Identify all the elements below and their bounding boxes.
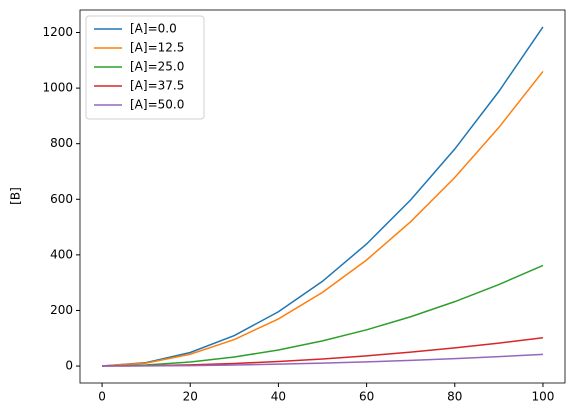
line-series bbox=[101, 70, 544, 367]
line-series bbox=[101, 26, 544, 367]
x-tick-label: 0 bbox=[98, 390, 106, 404]
legend-label: [A]=12.5 bbox=[130, 41, 184, 55]
y-tick-label: 1000 bbox=[42, 81, 73, 95]
legend-label: [A]=37.5 bbox=[130, 79, 184, 93]
y-tick-label: 0 bbox=[65, 359, 73, 373]
x-tick-label: 100 bbox=[532, 390, 555, 404]
x-tick-label: 80 bbox=[447, 390, 462, 404]
axes-frame bbox=[79, 9, 566, 384]
y-axis-label: [B] bbox=[9, 187, 23, 205]
x-tick-label: 20 bbox=[183, 390, 198, 404]
y-tick-label: 200 bbox=[50, 303, 73, 317]
legend-label: [A]=50.0 bbox=[130, 98, 184, 112]
y-tick-label: 1200 bbox=[42, 25, 73, 39]
y-tick-label: 600 bbox=[50, 192, 73, 206]
legend-label: [A]=25.0 bbox=[130, 60, 184, 74]
y-tick-label: 400 bbox=[50, 247, 73, 261]
x-tick-label: 60 bbox=[359, 390, 374, 404]
legend-box bbox=[85, 15, 205, 120]
legend-label: [A]=0.0 bbox=[130, 22, 177, 36]
line-series bbox=[102, 336, 544, 367]
line-series bbox=[102, 353, 543, 367]
y-tick-label: 800 bbox=[50, 136, 73, 150]
line-series bbox=[102, 264, 544, 367]
x-tick-label: 40 bbox=[271, 390, 286, 404]
